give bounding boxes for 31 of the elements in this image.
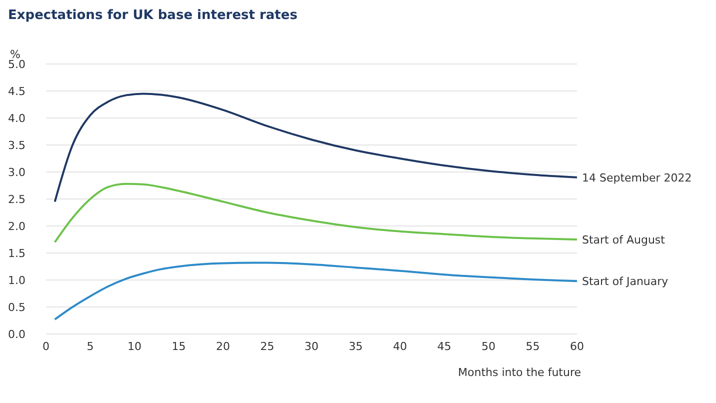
x-tick-label: 45 (437, 340, 452, 353)
line-series (54, 92, 577, 203)
x-tick-label: 5 (86, 340, 94, 353)
x-tick-label: 35 (348, 340, 363, 353)
series-label: 14 September 2022 (582, 171, 692, 184)
y-tick-label: 2.0 (8, 220, 26, 233)
y-tick-label: 3.0 (8, 166, 26, 179)
y-tick-label: 1.5 (8, 246, 26, 260)
series-label: Start of January (582, 275, 669, 288)
series-label: Start of August (582, 234, 666, 246)
x-tick-label: 40 (393, 340, 407, 353)
line-series (54, 262, 577, 320)
y-tick-label: 0.0 (8, 328, 26, 341)
x-tick-label: 30 (304, 340, 318, 353)
x-tick-label: 20 (216, 340, 230, 353)
x-tick-label: 15 (172, 340, 186, 353)
y-tick-label: 0.5 (8, 300, 26, 314)
x-tick-label: 60 (570, 340, 584, 353)
x-axis-title: Months into the future (458, 366, 582, 379)
x-tick-label: 0 (42, 340, 50, 353)
x-tick-label: 25 (260, 340, 274, 353)
y-tick-label: 1.0 (8, 274, 26, 287)
x-tick-label: 55 (526, 340, 540, 353)
chart-title: Expectations for UK base interest rates (8, 8, 298, 25)
line-series (54, 182, 577, 244)
y-tick-label: 4.5 (8, 84, 26, 98)
x-tick-label: 10 (128, 340, 142, 353)
y-tick-label: 4.0 (8, 112, 26, 125)
x-tick-label: 50 (482, 340, 496, 353)
y-tick-label: 3.5 (8, 138, 26, 152)
y-tick-label: 2.5 (8, 192, 26, 206)
